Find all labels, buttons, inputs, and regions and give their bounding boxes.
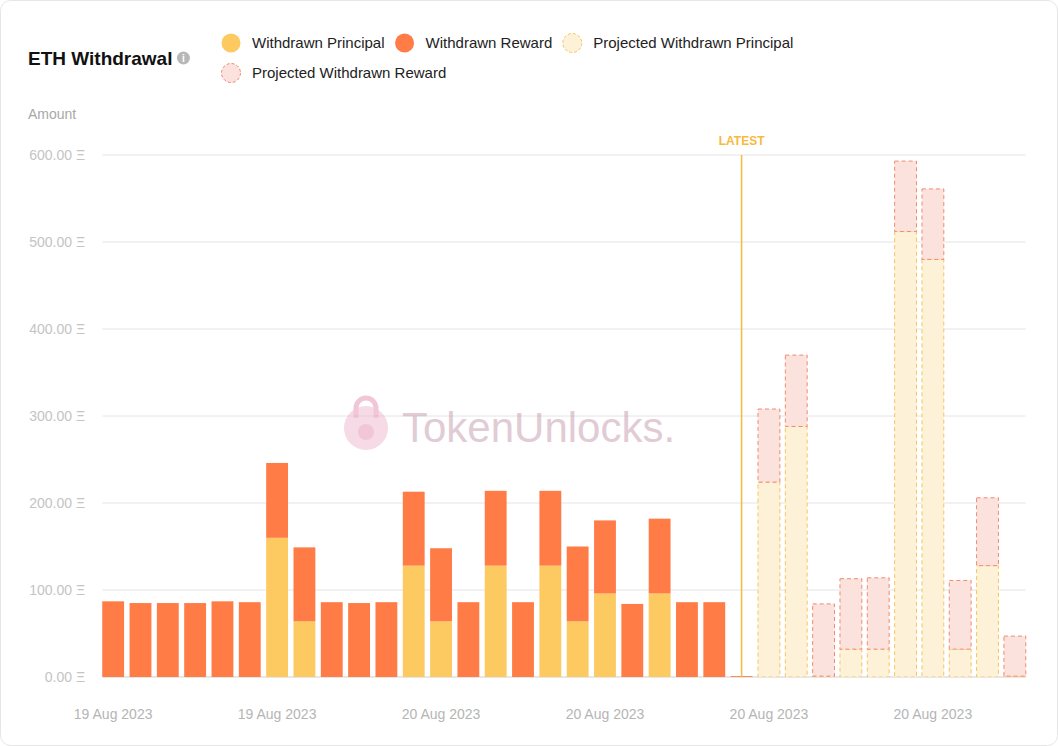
legend-item: Projected Withdrawn Reward [222, 64, 447, 83]
bar-segment [539, 491, 561, 566]
bar-segment [594, 520, 616, 593]
y-tick-label: 0.00 Ξ [45, 669, 85, 685]
bar-segment [649, 593, 671, 677]
bar-segment [102, 601, 124, 677]
bar-segment [321, 602, 343, 677]
bar-segment [758, 482, 780, 677]
watermark-text: TokenUnlocks. [402, 404, 675, 451]
x-tick-label: 20 Aug 2023 [566, 706, 645, 722]
y-tick-label: 100.00 Ξ [29, 582, 85, 598]
bar-segment [430, 621, 452, 677]
annotation-label: LATEST [719, 134, 765, 148]
x-tick-label: 20 Aug 2023 [402, 706, 481, 722]
y-tick-label: 400.00 Ξ [29, 321, 85, 337]
bar-segment [977, 498, 999, 566]
legend-item: Withdrawn Principal [222, 34, 385, 53]
y-tick-label: 600.00 Ξ [29, 147, 85, 163]
legend-marker [222, 34, 241, 53]
bar-segment [813, 604, 835, 676]
bar-segment [567, 621, 589, 677]
bar-segment [867, 649, 889, 677]
bar-segment [676, 602, 698, 677]
bar-segment [922, 189, 944, 259]
bar-segment [157, 603, 179, 677]
y-axis-label: Amount [28, 106, 76, 122]
bar-segment [266, 538, 288, 677]
bar-segment [375, 602, 397, 677]
legend-label: Withdrawn Principal [252, 34, 385, 51]
latest-line [741, 155, 743, 677]
bar-segment [539, 566, 561, 677]
bar-segment [293, 547, 315, 621]
bar-segment [922, 259, 944, 677]
bar-segment [184, 603, 206, 677]
x-tick-label: 20 Aug 2023 [894, 706, 973, 722]
y-tick-label: 200.00 Ξ [29, 495, 85, 511]
y-tick-label: 300.00 Ξ [29, 408, 85, 424]
card [1, 1, 1058, 746]
bar-segment [977, 566, 999, 677]
bar-segment [130, 603, 152, 677]
bar-segment [403, 492, 425, 566]
info-icon-glyph: i [182, 53, 185, 64]
grid-line [103, 503, 1026, 504]
x-tick-label: 19 Aug 2023 [238, 706, 317, 722]
bar-segment [895, 232, 917, 677]
title: ETH Withdrawal [28, 48, 172, 69]
bar-segment [649, 519, 671, 594]
watermark-icon [356, 398, 376, 418]
bar-segment [430, 548, 452, 621]
bar-segment [867, 578, 889, 649]
watermark: TokenUnlocks. [344, 398, 675, 451]
legend-marker [395, 34, 414, 53]
bar-segment [895, 161, 917, 231]
grid-line [103, 242, 1026, 243]
bar-segment [485, 566, 507, 677]
legend-marker [222, 64, 241, 83]
bar-segment [703, 602, 725, 677]
info-icon [177, 52, 190, 65]
bar-segment [485, 491, 507, 566]
x-tick-label: 19 Aug 2023 [74, 706, 153, 722]
bar-segment [403, 566, 425, 677]
bar-segment [348, 603, 370, 677]
bar-segment [840, 579, 862, 649]
bar-segment [266, 463, 288, 538]
watermark-icon [358, 424, 374, 440]
bar-segment [949, 580, 971, 649]
legend-marker [563, 34, 582, 53]
legend-label: Withdrawn Reward [426, 34, 553, 51]
legend-label: Projected Withdrawn Reward [252, 64, 446, 81]
legend-label: Projected Withdrawn Principal [593, 34, 793, 51]
bar-segment [1004, 636, 1026, 676]
bar-segment [758, 409, 780, 482]
y-tick-label: 500.00 Ξ [29, 234, 85, 250]
bar-segment [457, 602, 479, 677]
legend-item: Projected Withdrawn Principal [563, 34, 794, 53]
bar-segment [949, 649, 971, 677]
chart: ETH Withdrawal i Withdrawn Principal Withdr… [0, 0, 1058, 746]
legend-item: Withdrawn Reward [395, 34, 552, 53]
bar-segment [212, 601, 234, 677]
bar-segment [785, 426, 807, 677]
bar-segment [621, 604, 643, 677]
bar-segment [293, 621, 315, 677]
bars [102, 161, 1026, 677]
grid-line [103, 329, 1026, 330]
bar-segment [239, 602, 261, 677]
bar-segment [567, 547, 589, 622]
bar-segment [512, 602, 534, 677]
x-tick-label: 20 Aug 2023 [730, 706, 809, 722]
bar-segment [785, 355, 807, 426]
bar-segment [594, 593, 616, 677]
bar-segment [840, 649, 862, 677]
watermark-icon [344, 406, 388, 450]
grid-line [103, 155, 1026, 156]
